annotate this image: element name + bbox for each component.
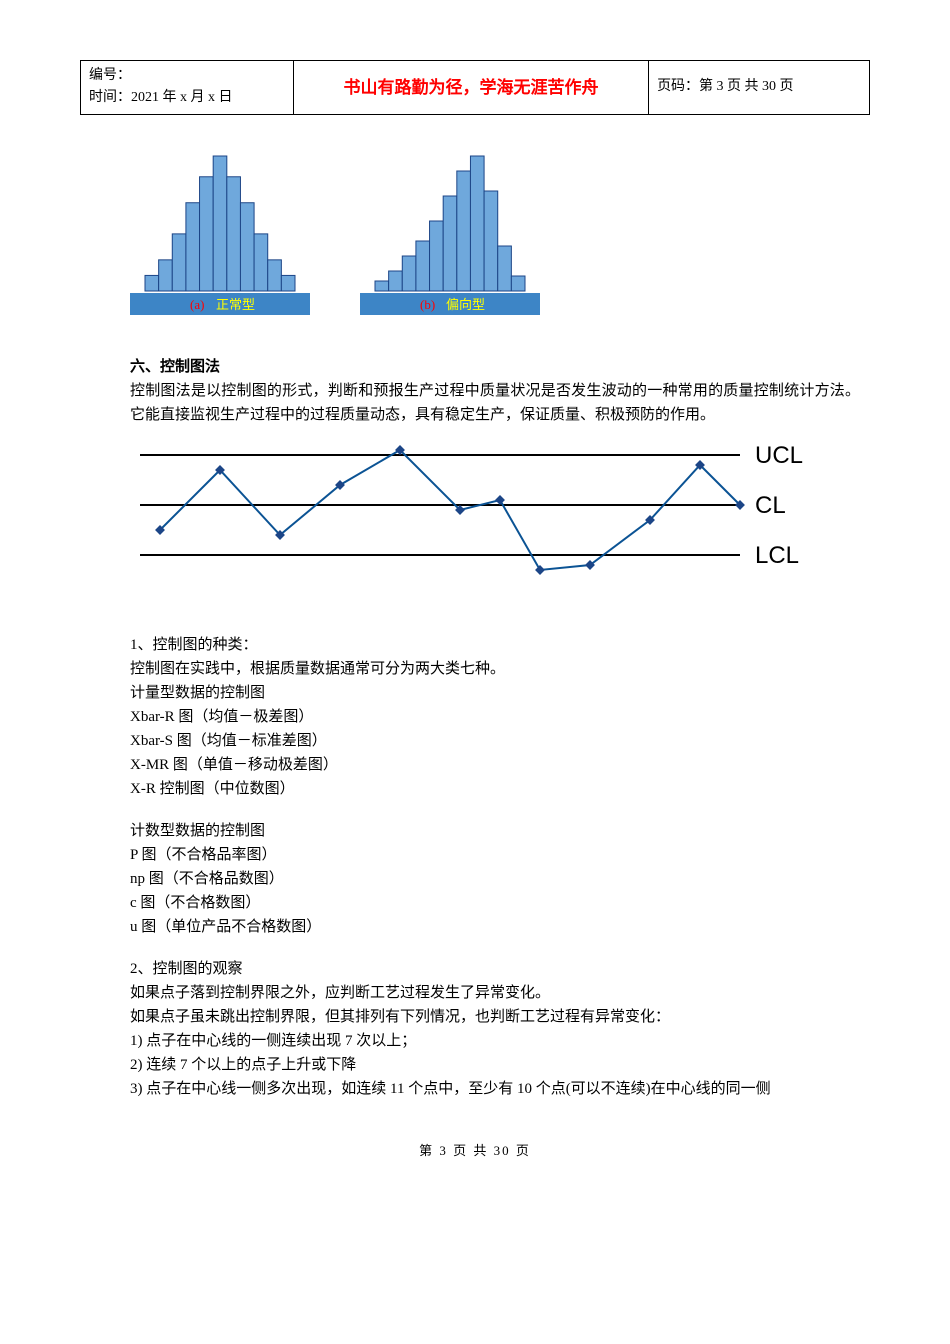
count-list-item: np 图（不合格品数图） bbox=[130, 867, 860, 891]
histogram-bar bbox=[200, 177, 214, 291]
histogram-row: (a) 正常型 (b) 偏向型 bbox=[130, 145, 870, 315]
header-motto: 书山有路勤为径，学海无涯苦作舟 bbox=[344, 78, 599, 97]
histogram-bar bbox=[470, 156, 484, 291]
histogram-caption-prefix: (b) bbox=[420, 297, 435, 312]
page-label: 页码：第 3 页 共 30 页 bbox=[657, 79, 794, 94]
histogram-bar bbox=[159, 260, 173, 291]
observe-r1: 1) 点子在中心线的一侧连续出现 7 次以上； bbox=[130, 1029, 860, 1053]
histogram-a: (a) 正常型 bbox=[130, 145, 310, 315]
header-right-cell: 页码：第 3 页 共 30 页 bbox=[649, 61, 870, 115]
histogram-bar bbox=[430, 221, 444, 291]
histogram-bar bbox=[511, 276, 525, 291]
control-chart: UCL CL LCL bbox=[130, 435, 870, 603]
page-footer: 第 3 页 共 30 页 bbox=[80, 1141, 870, 1162]
histogram-caption-text: 偏向型 bbox=[446, 297, 485, 312]
header-left-cell: 编号： 时间：2021 年 x 月 x 日 bbox=[81, 61, 294, 115]
histogram-bar bbox=[240, 203, 254, 291]
histogram-bar bbox=[484, 191, 498, 291]
date-label: 时间：2021 年 x 月 x 日 bbox=[89, 87, 285, 109]
types-intro: 控制图在实践中，根据质量数据通常可分为两大类七种。 bbox=[130, 657, 860, 681]
histogram-bar bbox=[145, 275, 159, 291]
histogram-bar bbox=[186, 203, 200, 291]
histogram-bar bbox=[457, 171, 471, 291]
histogram-bar bbox=[416, 241, 430, 291]
histogram-bar bbox=[281, 275, 295, 291]
control-limit-label: UCL bbox=[755, 442, 803, 469]
histogram-bar bbox=[443, 196, 457, 291]
histogram-bar bbox=[268, 260, 282, 291]
control-limit-label: LCL bbox=[755, 542, 799, 569]
histogram-bar bbox=[402, 256, 416, 291]
measure-list-item: Xbar-R 图（均值－极差图） bbox=[130, 705, 860, 729]
measure-list-item: X-R 控制图（中位数图） bbox=[130, 777, 860, 801]
header-mid-cell: 书山有路勤为径，学海无涯苦作舟 bbox=[294, 61, 649, 115]
histogram-bar bbox=[227, 177, 241, 291]
types-count-heading: 计数型数据的控制图 bbox=[130, 819, 860, 843]
types-measure-heading: 计量型数据的控制图 bbox=[130, 681, 860, 705]
observe-p1: 如果点子落到控制界限之外，应判断工艺过程发生了异常变化。 bbox=[130, 981, 860, 1005]
histogram-caption-prefix: (a) bbox=[190, 297, 204, 312]
page-header-table: 编号： 时间：2021 年 x 月 x 日 书山有路勤为径，学海无涯苦作舟 页码… bbox=[80, 60, 870, 115]
count-list-item: u 图（单位产品不合格数图） bbox=[130, 915, 860, 939]
section6-para: 控制图法是以控制图的形式，判断和预报生产过程中质量状况是否发生波动的一种常用的质… bbox=[130, 379, 860, 427]
histogram-bar bbox=[254, 234, 268, 291]
observe-block: 2、控制图的观察 如果点子落到控制界限之外，应判断工艺过程发生了异常变化。 如果… bbox=[130, 957, 860, 1101]
count-list-item: P 图（不合格品率图） bbox=[130, 843, 860, 867]
histogram-bar bbox=[213, 156, 227, 291]
types-heading: 1、控制图的种类： bbox=[130, 633, 860, 657]
histogram-b: (b) 偏向型 bbox=[360, 145, 540, 315]
control-limit-label: CL bbox=[755, 492, 786, 519]
histogram-bar bbox=[172, 234, 186, 291]
control-series-point bbox=[535, 565, 545, 575]
control-series-point bbox=[495, 495, 505, 505]
histogram-bar bbox=[498, 246, 512, 291]
measure-list-item: X-MR 图（单值－移动极差图） bbox=[130, 753, 860, 777]
observe-r2: 2) 连续 7 个以上的点子上升或下降 bbox=[130, 1053, 860, 1077]
control-series-line bbox=[160, 450, 740, 570]
measure-list-item: Xbar-S 图（均值－标准差图） bbox=[130, 729, 860, 753]
observe-heading: 2、控制图的观察 bbox=[130, 957, 860, 981]
histogram-bar bbox=[389, 271, 403, 291]
histogram-caption-text: 正常型 bbox=[216, 297, 255, 312]
types-block: 1、控制图的种类： 控制图在实践中，根据质量数据通常可分为两大类七种。 计量型数… bbox=[130, 633, 860, 939]
observe-r3: 3) 点子在中心线一侧多次出现，如连续 11 个点中，至少有 10 个点(可以不… bbox=[130, 1077, 860, 1101]
observe-p2: 如果点子虽未跳出控制界限，但其排列有下列情况，也判断工艺过程有异常变化： bbox=[130, 1005, 860, 1029]
histogram-bar bbox=[375, 281, 389, 291]
section6-title: 六、控制图法 bbox=[130, 355, 870, 379]
count-list-item: c 图（不合格数图） bbox=[130, 891, 860, 915]
serial-label: 编号： bbox=[89, 65, 285, 87]
